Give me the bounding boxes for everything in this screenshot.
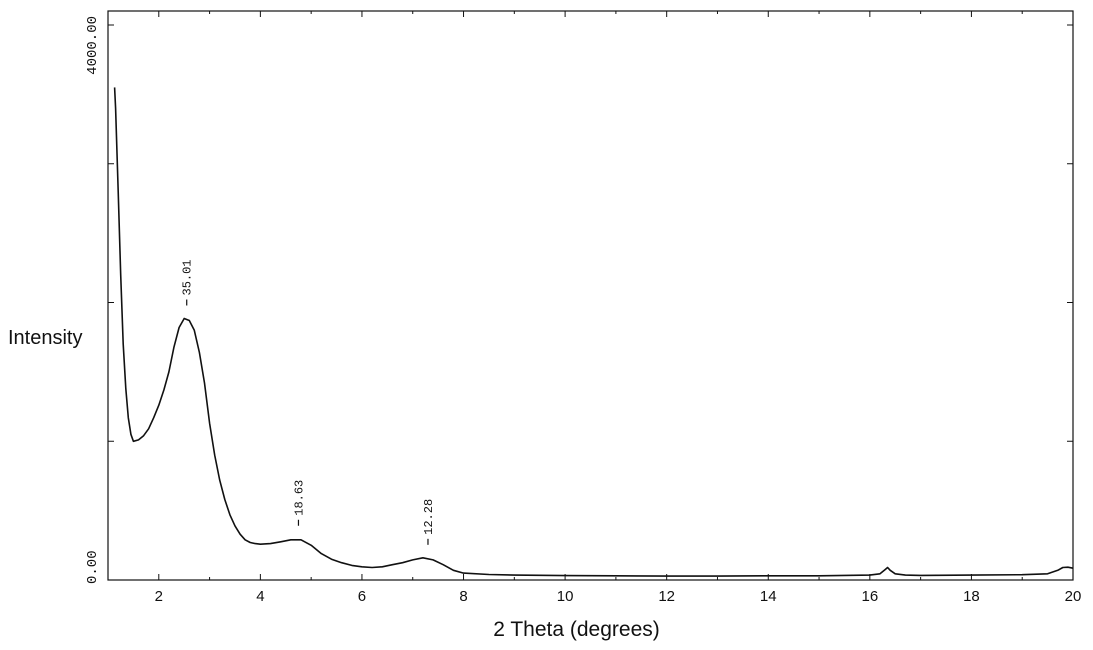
peak-label: 35.01 <box>181 259 195 295</box>
x-tick-label: 4 <box>256 588 264 605</box>
plot-frame <box>107 10 1074 581</box>
x-tick-label: 14 <box>760 588 777 605</box>
x-tick-label: 10 <box>557 588 574 605</box>
peak-label: 18.63 <box>292 480 306 516</box>
x-tick-label: 18 <box>963 588 980 605</box>
x-tick-label: 8 <box>459 588 467 605</box>
y-tick-label: 4000.00 <box>85 16 101 75</box>
series-line <box>113 87 1074 577</box>
x-tick-label: 20 <box>1065 588 1082 605</box>
y-axis-label: Intensity <box>8 327 83 349</box>
x-tick-label: 16 <box>861 588 878 605</box>
peak-label: 12.28 <box>422 499 436 535</box>
x-axis-label: 2 Theta (degrees) <box>493 618 660 641</box>
y-tick-label: 0.00 <box>85 550 101 584</box>
x-tick-label: 6 <box>358 588 366 605</box>
x-tick-label: 12 <box>658 588 675 605</box>
x-tick-label: 2 <box>155 588 163 605</box>
